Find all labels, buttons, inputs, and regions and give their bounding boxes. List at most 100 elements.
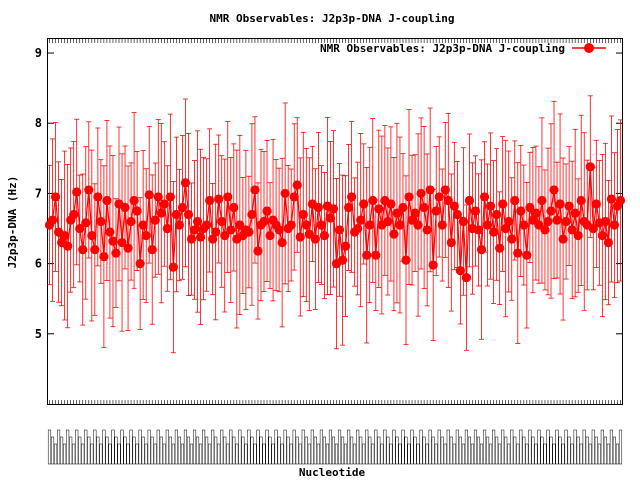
y-tick-label: 7 xyxy=(35,186,42,200)
x-tick-label-glyph xyxy=(63,443,67,465)
x-tick-label-glyph xyxy=(256,429,260,465)
x-tick-label-glyph xyxy=(489,443,493,465)
x-tick-label-glyph xyxy=(214,436,218,465)
x-tick-label-glyph xyxy=(347,429,351,465)
data-point xyxy=(513,248,523,258)
x-tick-label-glyph xyxy=(268,436,272,465)
data-point xyxy=(162,223,172,234)
x-tick-label-glyph xyxy=(117,443,121,465)
x-tick-label-glyph xyxy=(247,429,251,465)
data-point xyxy=(591,199,601,209)
data-point xyxy=(419,202,429,213)
data-point xyxy=(398,202,408,213)
data-point xyxy=(576,195,586,206)
x-tick-label-glyph xyxy=(183,429,188,465)
x-tick-label-glyph xyxy=(395,436,399,465)
data-point xyxy=(132,206,142,216)
data-point xyxy=(492,209,502,220)
data-point xyxy=(570,208,580,218)
x-tick-label-glyph xyxy=(356,429,360,465)
data-point xyxy=(365,220,375,230)
data-point xyxy=(217,216,227,227)
x-tick-label-glyph xyxy=(579,443,583,465)
chart-title: NMR Observables: J2p3p-DNA J-coupling xyxy=(209,12,454,25)
x-tick-label-glyph xyxy=(543,443,547,465)
x-tick-label-glyph xyxy=(250,436,254,465)
data-point xyxy=(473,225,484,235)
data-series xyxy=(44,95,626,354)
x-tick-label-glyph xyxy=(407,443,411,465)
data-point xyxy=(404,192,414,202)
data-point xyxy=(325,213,336,223)
data-point xyxy=(277,237,287,248)
data-point xyxy=(482,220,493,230)
data-point xyxy=(347,192,357,202)
x-tick-label-glyph xyxy=(211,429,215,465)
y-tick-label: 9 xyxy=(35,46,42,60)
x-tick-label-glyph xyxy=(126,443,130,465)
x-tick-label-glyph xyxy=(78,436,82,465)
x-tick-label-glyph xyxy=(93,429,97,465)
x-tick-labels xyxy=(47,429,623,465)
data-point xyxy=(504,216,514,227)
x-tick-label-glyph xyxy=(510,429,514,465)
x-tick-label-glyph xyxy=(153,443,157,465)
data-point xyxy=(301,220,311,230)
data-point xyxy=(455,266,465,276)
data-point xyxy=(274,225,284,235)
x-tick-label-glyph xyxy=(482,429,487,465)
data-point xyxy=(174,220,185,230)
data-point xyxy=(63,241,73,251)
x-tick-label-glyph xyxy=(217,443,221,465)
x-tick-label-glyph xyxy=(90,443,94,465)
x-tick-label-glyph xyxy=(531,436,535,465)
data-point xyxy=(428,260,438,270)
data-point xyxy=(585,162,595,172)
data-point xyxy=(479,192,490,202)
x-tick-label-glyph xyxy=(446,429,450,465)
data-point xyxy=(262,206,272,216)
data-point xyxy=(123,243,133,253)
x-tick-label-glyph xyxy=(473,429,478,465)
data-point xyxy=(120,202,130,213)
x-tick-label-glyph xyxy=(295,436,299,465)
x-tick-label-glyph xyxy=(371,443,375,465)
x-tick-label-glyph xyxy=(262,443,266,465)
x-tick-label-glyph xyxy=(603,436,607,465)
x-tick-label-glyph xyxy=(54,443,58,465)
x-tick-label-glyph xyxy=(208,443,212,465)
data-point xyxy=(615,195,626,206)
data-point xyxy=(87,230,97,241)
x-tick-label-glyph xyxy=(464,429,468,465)
x-tick-label-glyph xyxy=(537,429,541,465)
data-point xyxy=(395,220,405,230)
data-point xyxy=(220,230,230,241)
x-tick-label-glyph xyxy=(316,443,320,465)
data-point xyxy=(443,195,453,206)
x-tick-label-glyph xyxy=(428,429,432,465)
x-tick-label-glyph xyxy=(238,429,242,465)
x-tick-label-glyph xyxy=(229,429,233,465)
x-tick-label-glyph xyxy=(87,436,91,465)
x-tick-label-glyph xyxy=(123,436,127,465)
data-point xyxy=(168,262,178,272)
x-tick-label-glyph xyxy=(192,429,197,465)
data-point xyxy=(138,220,148,230)
data-point xyxy=(413,220,423,230)
data-point xyxy=(476,244,487,255)
data-point xyxy=(189,225,200,235)
x-tick-label-glyph xyxy=(492,429,496,465)
x-tick-label-glyph xyxy=(165,429,169,465)
x-tick-label-glyph xyxy=(440,436,444,465)
x-tick-label-glyph xyxy=(540,436,544,465)
data-point xyxy=(501,223,511,234)
x-tick-label-glyph xyxy=(449,436,453,465)
x-tick-label-glyph xyxy=(111,429,115,465)
data-point xyxy=(202,220,212,230)
x-tick-label-glyph xyxy=(331,436,336,465)
data-point xyxy=(310,234,320,244)
data-point xyxy=(211,227,221,237)
x-tick-label-glyph xyxy=(549,436,553,465)
data-point xyxy=(485,201,496,211)
x-tick-label-glyph xyxy=(189,443,194,465)
